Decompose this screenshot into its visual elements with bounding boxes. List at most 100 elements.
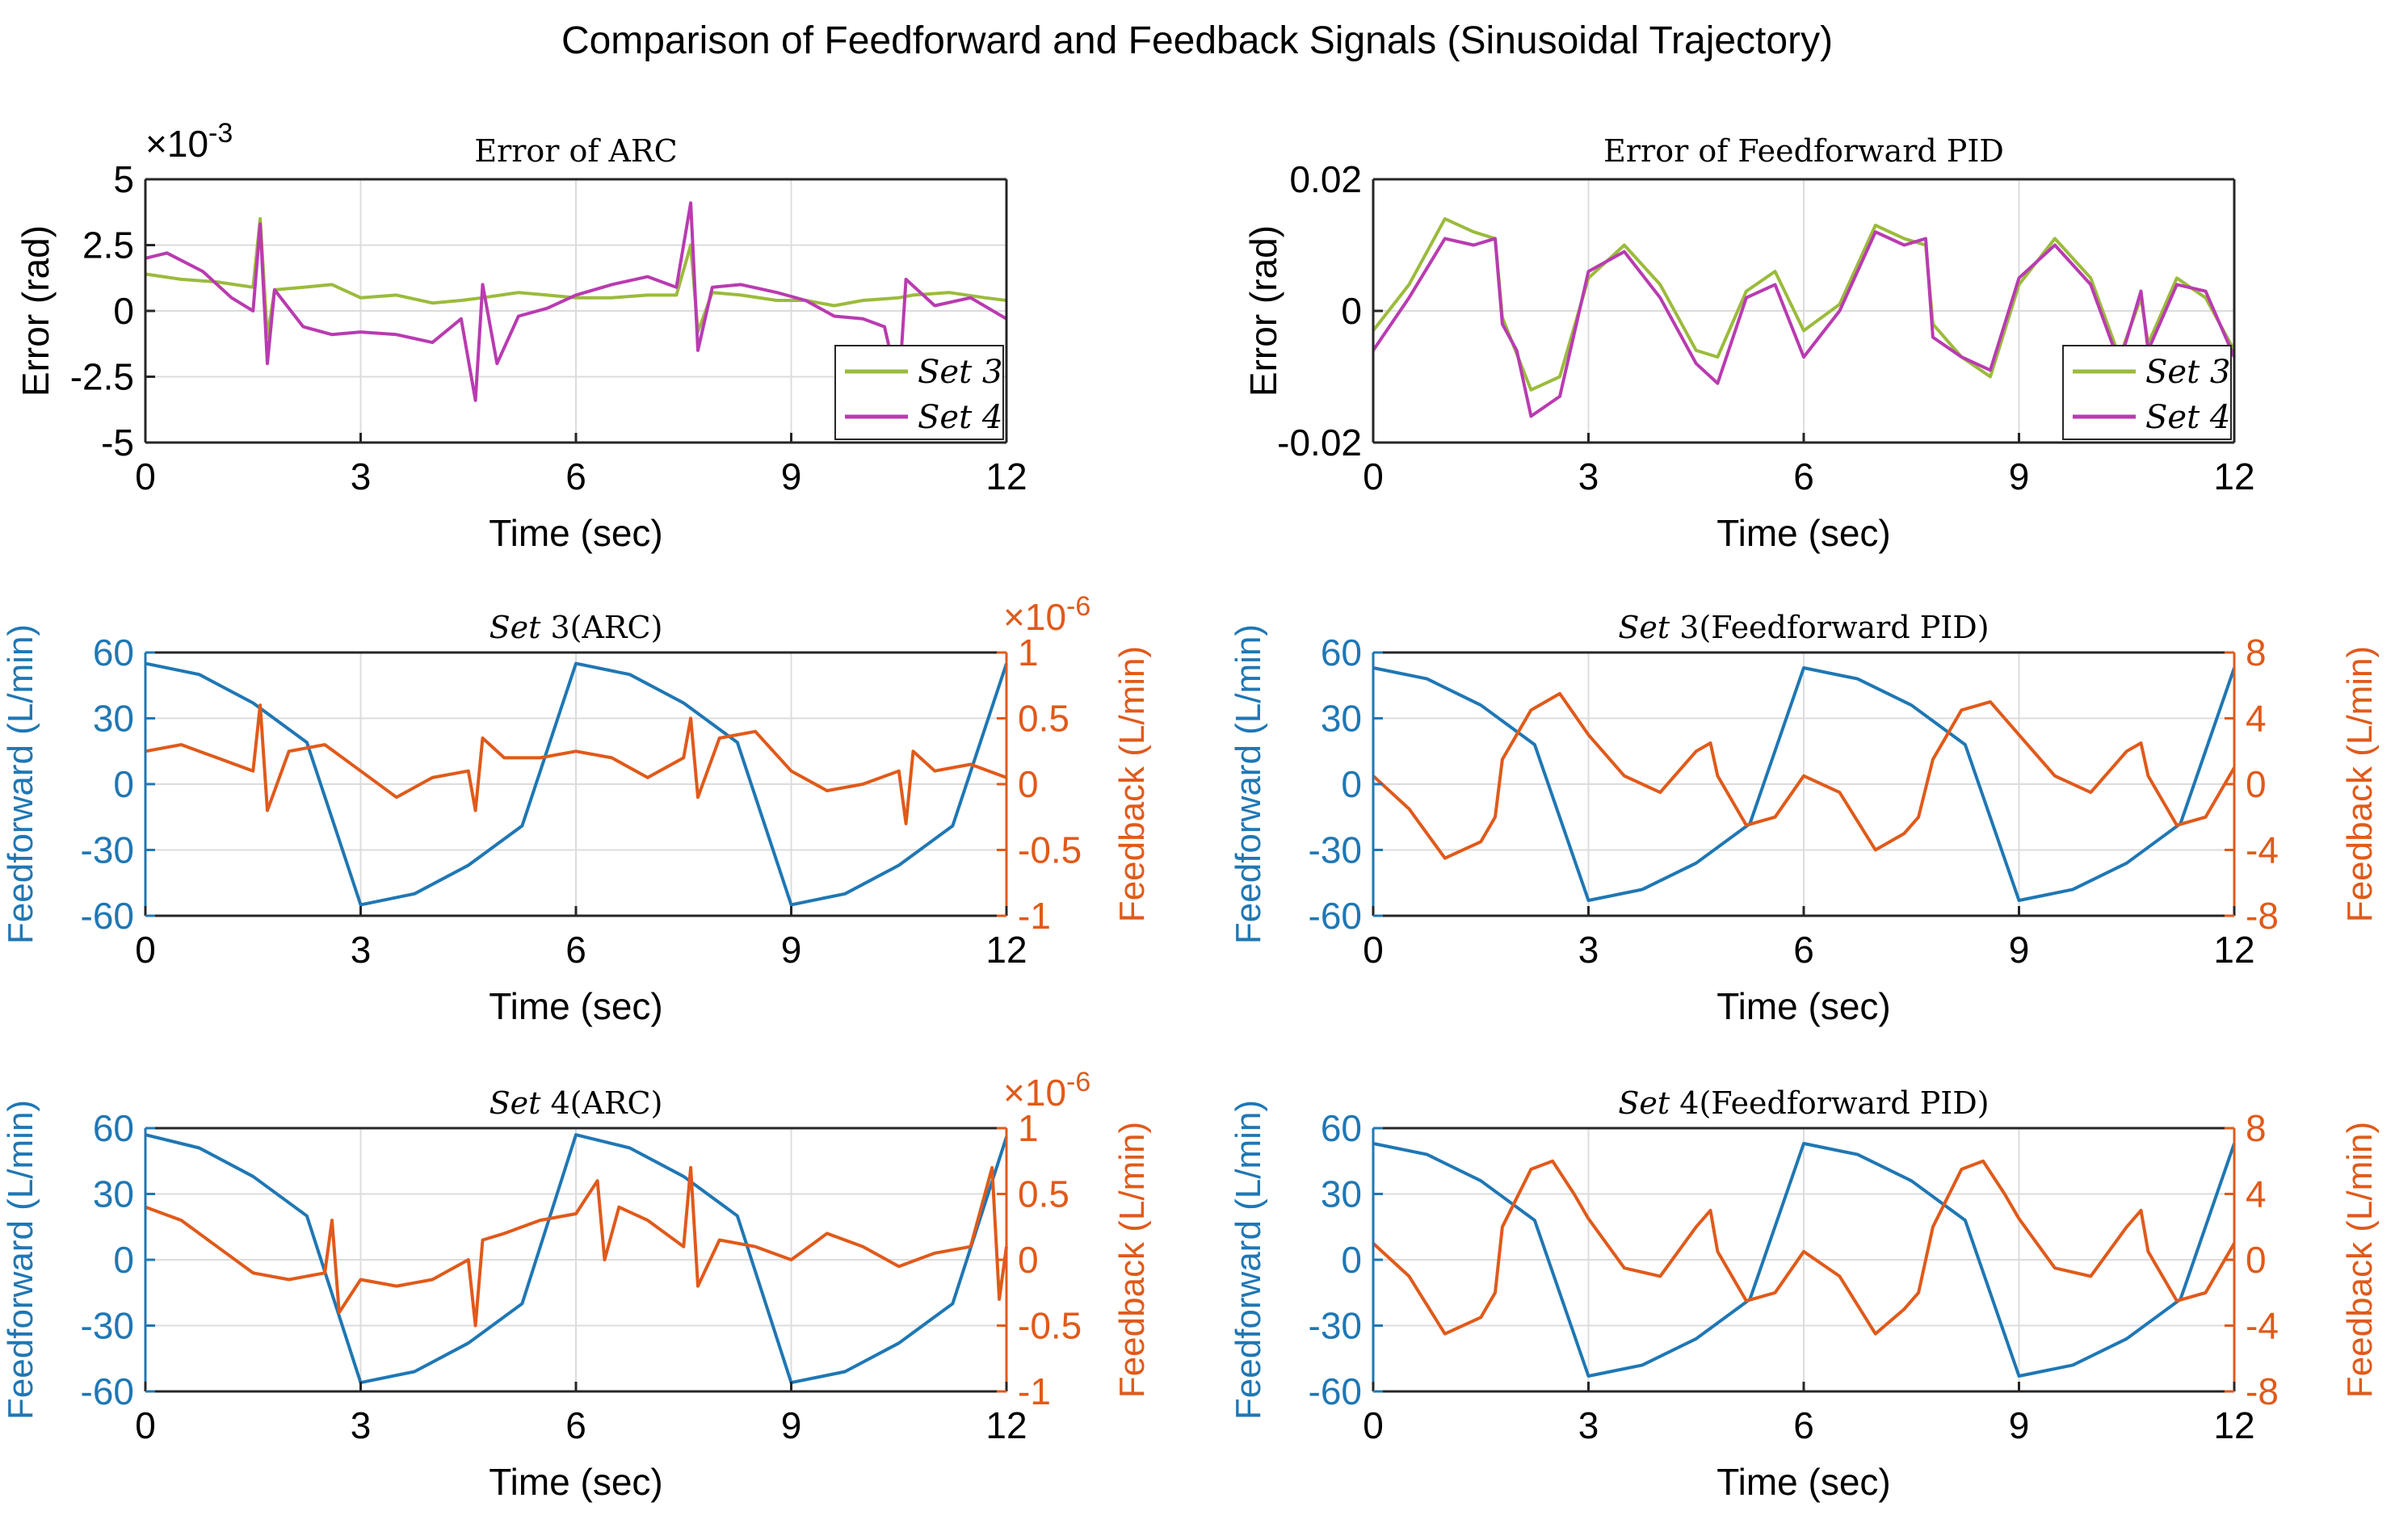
y-right-tick-label: -4 (2246, 1305, 2279, 1347)
y-left-axis-label: Feedforward (L/min) (1229, 1100, 1268, 1420)
series-feedback-line (145, 1165, 1008, 1328)
y-right-exponent-label: ×10-6 (1003, 591, 1090, 638)
legend-label-3: Set 3 (918, 354, 1002, 391)
x-tick-label: 6 (565, 1404, 586, 1446)
y-right-tick-label: -1 (1018, 895, 1051, 937)
series-set-3-line (145, 216, 1007, 339)
y-right-axis-label: Feedback (L/min) (1112, 646, 1152, 922)
legend-box (834, 345, 1004, 440)
x-tick-label: 12 (985, 1404, 1027, 1446)
x-tick-label: 9 (781, 929, 802, 971)
y-left-tick-label: 60 (1321, 632, 1362, 673)
legend-box (2062, 345, 2232, 440)
axes-title-suffix: (ARC) (570, 1085, 663, 1121)
y-tick-label: 2.5 (82, 224, 134, 266)
y-left-tick-label: 0 (1341, 1239, 1362, 1281)
x-tick-label: 3 (351, 1404, 372, 1446)
y-left-tick-label: -60 (81, 895, 134, 937)
y-right-exponent-label: ×10-6 (1003, 1067, 1090, 1114)
axes-title: Error of ARC (474, 133, 677, 169)
grid (1373, 1128, 2234, 1391)
y-right-tick-label: 0.5 (1018, 698, 1069, 740)
x-tick-label: 6 (1793, 1404, 1814, 1446)
y-tick-label: 0 (113, 290, 134, 332)
y-right-tick-label: 1 (1018, 1107, 1039, 1149)
y-left-tick-label: 30 (1321, 698, 1362, 740)
y-left-tick-label: 30 (93, 698, 134, 740)
x-tick-label: 3 (1578, 1404, 1599, 1446)
y-right-tick-label: -4 (2246, 829, 2279, 871)
y-tick-label: 0.02 (1289, 158, 1362, 200)
axes-title-var: Set (490, 610, 542, 645)
x-axis-label: Time (sec) (489, 985, 663, 1027)
axes-title-num: 3 (1670, 610, 1699, 645)
y-tick-label: -5 (101, 422, 134, 464)
axes-title-var: Set (1618, 610, 1670, 645)
y-right-tick-label: 0 (1018, 763, 1039, 805)
series-set-4-line (145, 201, 1008, 402)
y-exponent-label: ×10-3 (145, 118, 233, 165)
y-right-exponent-power: -6 (1066, 591, 1090, 622)
legend-label-4: Set 4 (2145, 399, 2230, 436)
y-tick-label: -2.5 (70, 356, 134, 398)
y-left-axis-label: Feedforward (L/min) (1, 624, 40, 944)
y-left-tick-label: -30 (1309, 1305, 1362, 1347)
series-feedforward-line (145, 661, 1008, 907)
axes-title-suffix: (Feedforward PID) (1699, 610, 1989, 645)
x-tick-label: 0 (1363, 929, 1384, 971)
y-left-tick-label: -60 (1309, 895, 1362, 937)
x-axis-label: Time (sec) (1716, 512, 1891, 554)
y-right-tick-label: 4 (2246, 698, 2267, 740)
y-right-exponent-power: -6 (1066, 1067, 1090, 1097)
y-right-tick-label: 8 (2246, 632, 2267, 673)
series-set-4-line (1372, 230, 2236, 418)
y-right-tick-label: 0 (1018, 1239, 1039, 1281)
x-tick-label: 12 (2213, 1404, 2254, 1446)
y-right-tick-label: 8 (2246, 1107, 2267, 1149)
y-right-exponent-base: ×10 (1003, 1072, 1066, 1114)
y-right-tick-label: 0 (2246, 763, 2267, 805)
legend-label-3: Set 3 (2145, 354, 2230, 391)
axes-title: Set 3(ARC) (490, 610, 663, 645)
y-left-axis-label: Feedforward (L/min) (1229, 624, 1268, 944)
y-tick-label: -0.02 (1277, 422, 1362, 464)
panel-error-arc: 0 3 6 9 12 Time (sec) -5 -2.5 0 2.5 5 Error (rad) Er… (15, 118, 1027, 554)
axes-title: Error of Feedforward PID (1603, 133, 2004, 169)
x-tick-label: 3 (1578, 455, 1599, 497)
y-exponent-power: -3 (208, 118, 233, 149)
panel-set4-pid: 0 3 6 9 12 Time (sec) -60 -30 0 30 60 -8 -4 0 4 8 Feedfo… (1229, 1085, 2380, 1503)
legend-label-4: Set 4 (918, 399, 1002, 436)
y-tick-label: 0 (1341, 290, 1362, 332)
y-left-tick-label: 30 (1321, 1173, 1362, 1215)
x-tick-label: 3 (1578, 929, 1599, 971)
x-tick-label: 0 (135, 929, 156, 971)
x-tick-label: 3 (351, 455, 372, 497)
x-tick-label: 9 (781, 1404, 802, 1446)
x-axis-label: Time (sec) (1716, 1461, 1891, 1503)
axes-title: Set 4(ARC) (490, 1085, 663, 1121)
y-left-axis-label: Feedforward (L/min) (1, 1100, 40, 1420)
x-axis-label: Time (sec) (489, 1461, 663, 1503)
axes-title-num: 4 (540, 1085, 569, 1121)
x-tick-label: 3 (351, 929, 372, 971)
x-tick-label: 12 (2213, 455, 2254, 497)
series-feedback-line (145, 703, 1007, 825)
legend: Set 3 Set 4 (834, 345, 1004, 440)
y-left-tick-label: 60 (1321, 1107, 1362, 1149)
y-right-tick-label: -0.5 (1018, 829, 1082, 871)
y-right-tick-label: -1 (1018, 1370, 1051, 1412)
y-right-exponent-base: ×10 (1003, 596, 1066, 638)
series-feedforward-line (145, 1133, 1008, 1385)
y-right-tick-label: 0.5 (1018, 1173, 1069, 1215)
y-left-tick-label: 60 (93, 1107, 134, 1149)
x-tick-label: 6 (1793, 455, 1814, 497)
x-tick-label: 0 (135, 455, 156, 497)
y-right-tick-label: 4 (2246, 1173, 2267, 1215)
x-tick-label: 12 (2213, 929, 2254, 971)
y-right-axis-label: Feedback (L/min) (1112, 1122, 1152, 1398)
axes-title: Set 4(Feedforward PID) (1618, 1085, 1989, 1121)
x-axis-label: Time (sec) (1716, 985, 1891, 1027)
panels: 0 3 6 9 12 Time (sec) -5 -2.5 0 2.5 5 Error (rad) Er… (1, 118, 2380, 1503)
